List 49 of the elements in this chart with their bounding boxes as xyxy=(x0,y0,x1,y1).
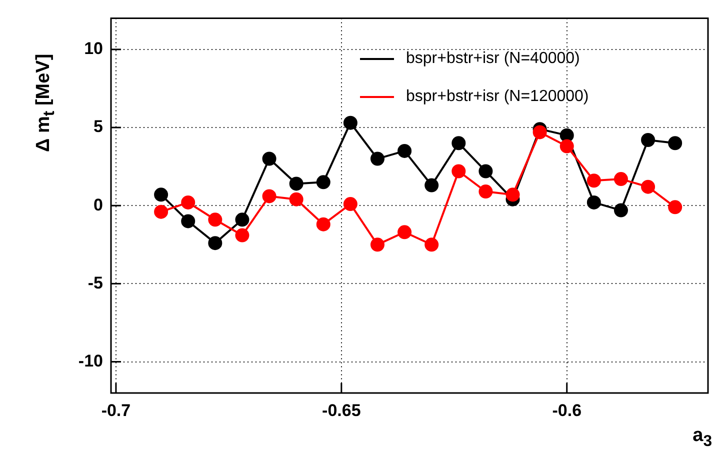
point xyxy=(289,192,304,206)
x-tick-label: -0.65 xyxy=(322,400,361,420)
point xyxy=(424,238,439,252)
x-axis-title: a$_{3}$ xyxy=(692,425,712,451)
y-tick-label: 5 xyxy=(94,117,103,136)
point xyxy=(235,212,250,227)
point xyxy=(154,204,168,219)
point xyxy=(641,180,656,194)
point xyxy=(316,217,330,232)
point xyxy=(370,238,384,252)
point xyxy=(614,172,628,186)
point xyxy=(343,197,358,212)
point xyxy=(560,128,574,142)
point xyxy=(316,175,330,190)
point xyxy=(208,212,222,227)
point xyxy=(668,200,682,214)
legend-label: bspr+bstr+isr (N=120000) xyxy=(406,88,589,106)
x-tick-label: -0.7 xyxy=(101,400,131,420)
point xyxy=(614,203,628,218)
point xyxy=(262,152,276,166)
point xyxy=(668,136,682,150)
point xyxy=(586,174,601,188)
point xyxy=(289,176,304,191)
y-tick-label: 10 xyxy=(84,39,103,58)
point xyxy=(424,178,439,192)
point xyxy=(208,236,222,250)
x-tick-label: -0.6 xyxy=(552,400,582,420)
legend-label: bspr+bstr+isr (N=40000) xyxy=(406,50,580,68)
point xyxy=(641,133,656,148)
y-tick-label: 0 xyxy=(94,195,103,214)
point xyxy=(398,144,412,158)
point xyxy=(478,184,493,199)
point xyxy=(506,188,520,202)
point xyxy=(532,125,547,140)
point xyxy=(262,189,276,204)
point xyxy=(478,164,493,178)
point xyxy=(586,195,601,210)
point xyxy=(343,116,358,130)
point xyxy=(370,152,384,166)
point xyxy=(452,164,466,178)
point xyxy=(560,139,574,154)
y-tick-label: -10 xyxy=(78,351,103,370)
point xyxy=(181,195,196,210)
point xyxy=(154,188,168,202)
y-tick-label: -5 xyxy=(88,273,103,292)
point xyxy=(235,228,250,242)
point xyxy=(398,225,412,240)
point xyxy=(181,214,196,228)
point xyxy=(452,136,466,150)
